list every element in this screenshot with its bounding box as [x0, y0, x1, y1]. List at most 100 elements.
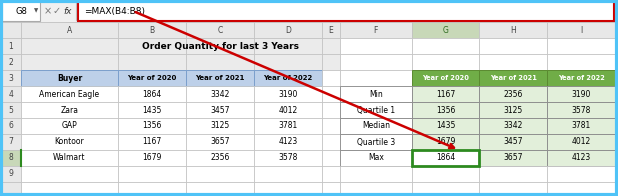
Bar [322, 166, 340, 182]
Bar [340, 22, 412, 38]
Bar [480, 70, 547, 86]
Text: Year of 2021: Year of 2021 [195, 75, 245, 81]
Bar [254, 134, 322, 150]
Bar [118, 22, 186, 38]
Text: 1679: 1679 [143, 153, 162, 162]
Bar [254, 70, 322, 86]
Bar [480, 86, 547, 102]
Text: 3578: 3578 [278, 153, 297, 162]
Text: 1864: 1864 [436, 153, 455, 162]
Bar [1, 70, 20, 86]
Bar [480, 134, 547, 150]
Text: ▼: ▼ [34, 8, 38, 14]
Bar [118, 70, 186, 86]
Text: G: G [442, 25, 449, 34]
Bar [480, 54, 547, 70]
Text: 1356: 1356 [436, 105, 455, 114]
Bar [20, 166, 118, 182]
Text: Buyer: Buyer [57, 74, 82, 83]
Bar [547, 22, 615, 38]
Bar [118, 102, 186, 118]
Bar [20, 182, 118, 196]
Text: Order Quantity for last 3 Years: Order Quantity for last 3 Years [142, 42, 298, 51]
Bar [186, 38, 254, 54]
Text: C: C [218, 25, 222, 34]
Text: 3457: 3457 [210, 105, 230, 114]
Bar [412, 70, 480, 86]
Bar [412, 22, 480, 38]
Text: Quartile 3: Quartile 3 [357, 138, 395, 146]
Bar [118, 182, 186, 196]
Bar [118, 54, 186, 70]
Bar [412, 134, 480, 150]
Text: 7: 7 [8, 138, 13, 146]
Text: ×: × [44, 6, 52, 16]
Bar [340, 134, 412, 150]
Bar [340, 182, 412, 196]
Text: H: H [510, 25, 516, 34]
Bar [2, 1, 40, 21]
Bar [20, 86, 118, 102]
Text: 9: 9 [8, 170, 13, 179]
Bar [254, 182, 322, 196]
Bar [118, 38, 186, 54]
Bar [412, 150, 480, 166]
Bar [186, 166, 254, 182]
Text: 8: 8 [9, 153, 13, 162]
Bar [186, 182, 254, 196]
Bar [118, 86, 186, 102]
Bar [20, 22, 118, 38]
Text: D: D [285, 25, 290, 34]
Text: Year of 2022: Year of 2022 [263, 75, 313, 81]
Bar [20, 118, 118, 134]
Bar [1, 22, 20, 38]
Text: ✓: ✓ [53, 6, 61, 16]
Text: Median: Median [362, 122, 390, 131]
Bar [20, 134, 118, 150]
Text: 3781: 3781 [572, 122, 591, 131]
Text: 3578: 3578 [572, 105, 591, 114]
Bar [322, 54, 340, 70]
Text: 4123: 4123 [572, 153, 591, 162]
Bar [547, 86, 615, 102]
Text: 1: 1 [9, 42, 13, 51]
Bar [186, 134, 254, 150]
Text: 3781: 3781 [278, 122, 297, 131]
Text: 3342: 3342 [210, 90, 230, 99]
Bar [1, 86, 20, 102]
Bar [340, 54, 412, 70]
Text: 1356: 1356 [143, 122, 162, 131]
Bar [340, 166, 412, 182]
Bar [20, 70, 118, 86]
Bar [254, 118, 322, 134]
Text: Min: Min [369, 90, 383, 99]
Bar [322, 70, 340, 86]
Bar [254, 22, 322, 38]
Bar [1, 0, 617, 22]
Text: A: A [67, 25, 72, 34]
Bar [547, 150, 615, 166]
Text: 3657: 3657 [210, 138, 230, 146]
Text: 4: 4 [8, 90, 13, 99]
Bar [480, 22, 547, 38]
Text: I: I [580, 25, 582, 34]
Bar [412, 38, 480, 54]
Bar [186, 118, 254, 134]
Bar [412, 102, 480, 118]
Text: 3125: 3125 [210, 122, 230, 131]
Bar [412, 118, 480, 134]
Bar [254, 150, 322, 166]
Bar [1, 54, 20, 70]
Bar [20, 150, 118, 166]
Text: F: F [374, 25, 378, 34]
Text: fx: fx [64, 6, 72, 15]
Text: Year of 2020: Year of 2020 [127, 75, 177, 81]
Text: B: B [150, 25, 154, 34]
Text: Year of 2020: Year of 2020 [422, 75, 469, 81]
Bar [254, 54, 322, 70]
Text: 1167: 1167 [436, 90, 455, 99]
Bar [547, 134, 615, 150]
Text: =MAX(B4:B8): =MAX(B4:B8) [84, 6, 145, 15]
Bar [340, 102, 412, 118]
Bar [118, 118, 186, 134]
